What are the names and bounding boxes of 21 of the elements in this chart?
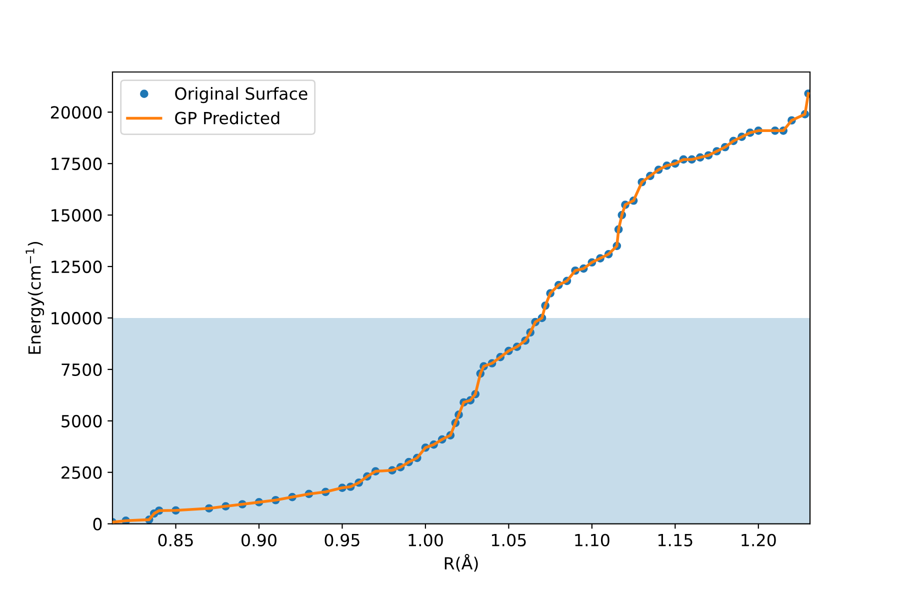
x-tick-label: 1.20 [742, 534, 776, 546]
x-axis-title: R(Å) [444, 554, 478, 572]
y-tick-label: 10000 [52, 312, 102, 325]
y-tick-label: 7500 [62, 363, 102, 376]
y-tick-label: 15000 [52, 209, 102, 222]
x-tick-label: 1.00 [408, 534, 443, 546]
legend-label: GP Predicted [175, 111, 280, 124]
x-tick-label: 1.10 [575, 534, 610, 546]
y-tick-label: 12500 [52, 260, 102, 274]
x-tick-label: 0.90 [242, 534, 276, 546]
y-axis-title: Energy(cm$^{−1}$) [26, 242, 44, 354]
y-tick-label: 5000 [62, 414, 102, 428]
x-tick-label: 1.05 [492, 534, 526, 546]
legend-label: Original Surface [175, 87, 308, 104]
y-tick-label: 20000 [50, 106, 102, 119]
y-tick-label: 2500 [62, 466, 102, 479]
x-tick-label: 0.85 [158, 534, 193, 546]
x-tick-label: 0.95 [324, 534, 360, 546]
x-tick-label: 1.15 [658, 534, 692, 546]
y-tick-label: 17500 [52, 158, 102, 170]
y-tick-label: 0 [93, 518, 102, 530]
